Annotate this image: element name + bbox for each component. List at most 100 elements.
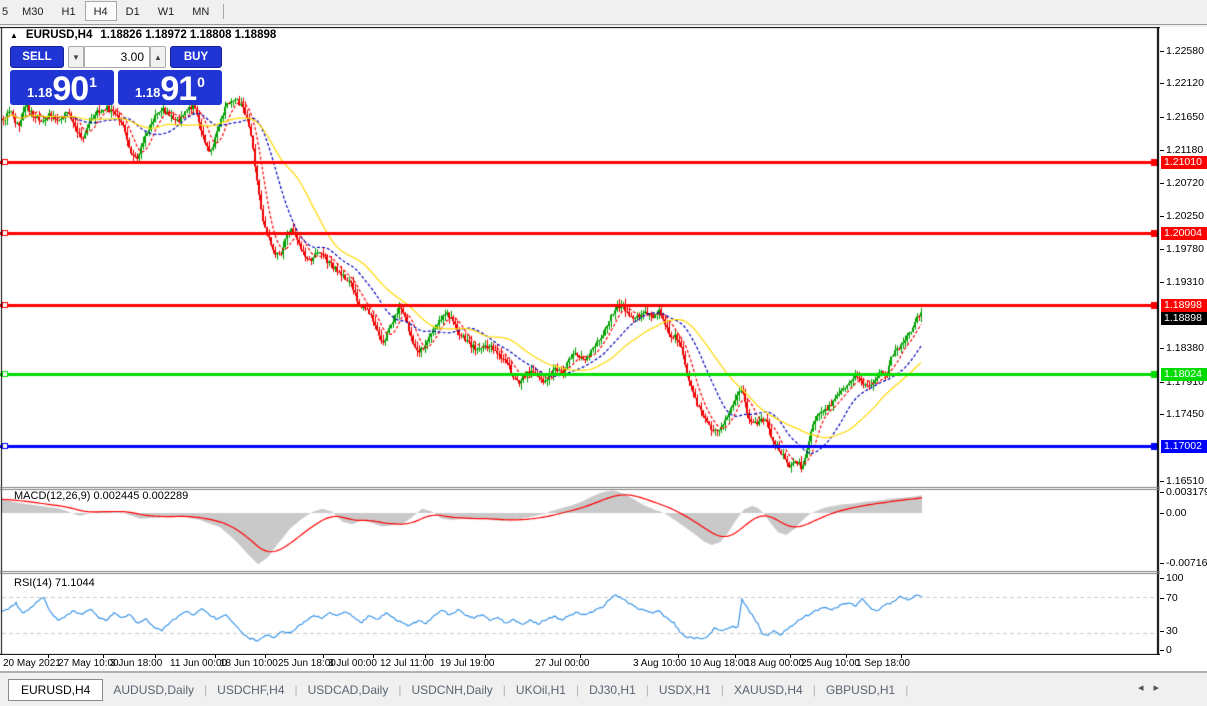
chart-header: ▲ EURUSD,H4 1.18826 1.18972 1.18808 1.18… — [10, 29, 276, 41]
buy-price-big: 91 — [160, 70, 197, 109]
price-scale-tick-mark — [1160, 598, 1164, 599]
price-scale-tick-mark — [1160, 51, 1164, 52]
level-price-label: 1.20004 — [1161, 227, 1207, 240]
time-axis-tick — [425, 655, 426, 658]
price-scale: 1.22580 1.22120 1.21650 1.21180 1.20720 1.202… — [1160, 27, 1207, 656]
time-axis-tick — [265, 655, 266, 658]
volume-decrease-button[interactable]: ▼ — [68, 46, 84, 68]
time-axis-tick — [678, 655, 679, 658]
time-axis-label: 19 Jul 19:00 — [440, 658, 495, 669]
chart-tab-bar: EURUSD,H4 AUDUSD,Daily | USDCHF,H4 | USDCAD,D… — [0, 673, 1207, 706]
buy-button[interactable]: BUY — [170, 46, 222, 68]
tab-separator: | — [575, 682, 580, 697]
sell-quote-button[interactable]: 1.18 90 1 — [10, 70, 114, 109]
time-axis-tick — [901, 655, 902, 658]
time-axis-label: 27 May 10:00 — [58, 658, 119, 669]
bottom-tab-eurusd[interactable]: EURUSD,H4 — [8, 678, 104, 701]
timeframe-button-5[interactable]: 5 — [0, 1, 13, 21]
bottom-tab-usdcad[interactable]: USDCAD,Daily — [307, 682, 389, 697]
tab-separator: | — [905, 682, 909, 697]
sell-price-prefix: 1.18 — [27, 85, 53, 100]
price-scale-tick-mark — [1160, 83, 1164, 84]
time-axis-label: 3 Jun 18:00 — [110, 658, 163, 669]
time-axis-tick — [215, 655, 216, 658]
time-axis-label: 11 Jun 00:00 — [170, 658, 228, 669]
timeframe-button-d1[interactable]: D1 — [117, 1, 149, 21]
chart-ohlc-values: 1.18826 1.18972 1.18808 1.18898 — [100, 29, 277, 41]
bottom-tab-usdchf[interactable]: USDCHF,H4 — [217, 682, 285, 697]
buy-price-prefix: 1.18 — [135, 85, 161, 100]
tab-separator: | — [502, 682, 506, 697]
price-scale-tick-label: 1.22580 — [1166, 45, 1204, 57]
timeframe-button-h4[interactable]: H4 — [84, 1, 117, 21]
time-axis-tick — [155, 655, 156, 658]
timeframe-button-mn[interactable]: MN — [183, 1, 218, 21]
time-axis-label: 1 Sep 18:00 — [856, 658, 910, 669]
timeframe-button-m30[interactable]: M30 — [13, 1, 52, 21]
price-scale-tick-mark — [1160, 513, 1164, 514]
price-scale-tick-mark — [1160, 631, 1164, 632]
time-axis-label: 12 Jul 11:00 — [380, 658, 434, 669]
bottom-tab-audusd[interactable]: AUDUSD,Daily — [113, 682, 195, 697]
time-axis-tick — [323, 655, 324, 658]
price-scale-tick-mark — [1160, 578, 1164, 579]
buy-quote-button[interactable]: 1.18 91 0 — [118, 70, 222, 109]
window-splitter[interactable] — [0, 671, 1207, 673]
time-axis-label: 20 May 2021 — [3, 658, 61, 669]
caret-up-icon: ▲ — [154, 52, 162, 62]
price-scale-tick-mark — [1160, 492, 1164, 493]
buy-price-pip: 0 — [197, 74, 205, 90]
price-scale-tick-label: 0 — [1166, 644, 1172, 656]
chart-canvas[interactable] — [0, 27, 1160, 655]
price-scale-tick-label: 0.003179 — [1166, 486, 1207, 498]
toolbar-divider — [0, 24, 1207, 25]
price-scale-tick-label: -0.007162 — [1166, 557, 1207, 569]
bottom-tab-dj30[interactable]: DJ30,H1 — [589, 682, 636, 697]
bottom-tab-gbpusd[interactable]: GBPUSD,H1 — [825, 682, 896, 697]
bottom-tab-xauusd[interactable]: XAUUSD,H4 — [734, 682, 803, 697]
time-axis-tick — [580, 655, 581, 658]
price-scale-tick-mark — [1160, 150, 1164, 151]
timeframe-button-h1[interactable]: H1 — [53, 1, 85, 21]
price-scale-tick-label: 1.22120 — [1166, 77, 1204, 89]
timeframe-button-w1[interactable]: W1 — [149, 1, 184, 21]
price-scale-tick-label: 1.17450 — [1166, 408, 1204, 420]
price-scale-tick-mark — [1160, 216, 1164, 217]
price-scale-tick-label: 100 — [1166, 572, 1184, 584]
price-scale-tick-mark — [1160, 382, 1164, 383]
tabs-scroll-left-arrow[interactable]: ◂ — [1137, 682, 1144, 694]
time-axis-label: 3 Aug 10:00 — [633, 658, 687, 669]
level-price-label: 1.21010 — [1161, 156, 1207, 169]
price-scale-tick-label: 1.20720 — [1166, 177, 1204, 189]
time-axis-tick — [846, 655, 847, 658]
sell-price-big: 90 — [52, 70, 89, 109]
collapse-chart-toggle[interactable]: ▲ — [10, 30, 18, 40]
price-scale-tick-label: 0.00 — [1166, 507, 1187, 519]
price-scale-tick-mark — [1160, 249, 1164, 250]
volume-input[interactable] — [84, 46, 150, 68]
toolbar-separator — [223, 3, 225, 19]
price-scale-tick-label: 1.19780 — [1166, 243, 1204, 255]
bottom-tab-usdcnh[interactable]: USDCNH,Daily — [411, 682, 493, 697]
macd-indicator-label: MACD(12,26,9) 0.002445 0.002289 — [14, 490, 189, 502]
sell-price-pip: 1 — [89, 74, 97, 90]
rsi-indicator-label: RSI(14) 71.1044 — [14, 577, 95, 589]
price-scale-tick-label: 1.21180 — [1166, 144, 1204, 156]
caret-down-icon: ▼ — [72, 52, 80, 62]
price-scale-tick-mark — [1160, 650, 1164, 651]
bottom-tab-ukoil[interactable]: UKOil,H1 — [515, 682, 566, 697]
sell-button[interactable]: SELL — [10, 46, 64, 68]
time-axis-tick — [735, 655, 736, 658]
tabs-scroll-right-arrow[interactable]: ▸ — [1153, 682, 1159, 694]
tab-separator: | — [294, 682, 298, 697]
price-scale-tick-label: 1.20250 — [1166, 210, 1204, 222]
volume-increase-button[interactable]: ▲ — [150, 46, 166, 68]
price-scale-tick-label: 1.16510 — [1166, 475, 1204, 487]
price-scale-tick-mark — [1160, 563, 1164, 564]
price-scale-tick-label: 1.21650 — [1166, 111, 1204, 123]
current-price-label: 1.18898 — [1161, 312, 1207, 325]
level-price-label: 1.18024 — [1161, 368, 1207, 381]
bottom-tab-usdx[interactable]: USDX,H1 — [658, 682, 711, 697]
price-scale-tick-mark — [1160, 183, 1164, 184]
time-axis-label: 3 Jul 00:00 — [328, 658, 377, 669]
